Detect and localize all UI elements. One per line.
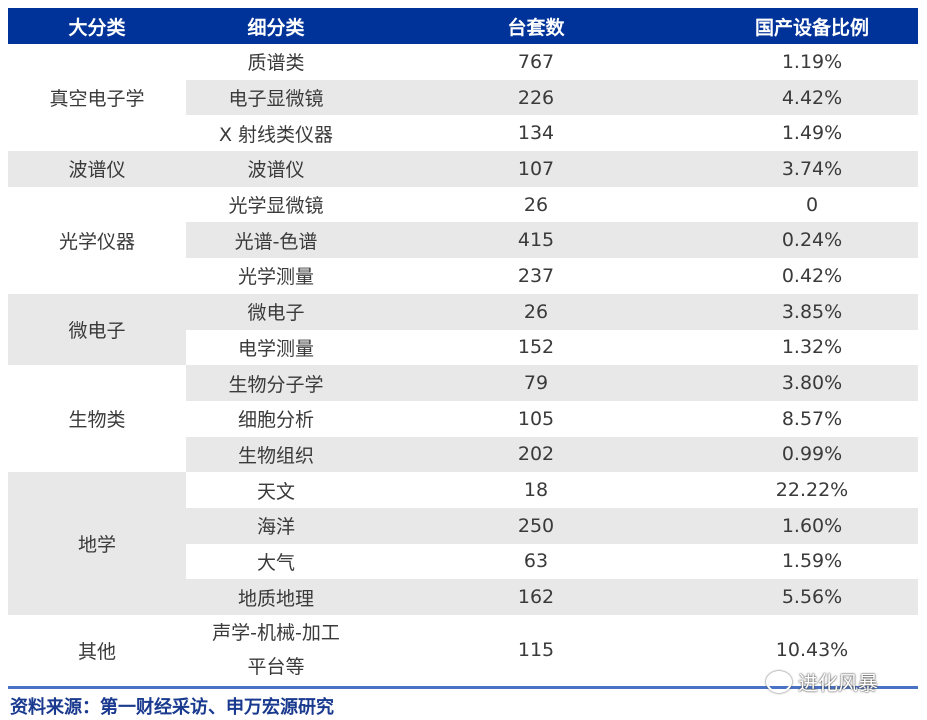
ratio-cell: 3.80%	[706, 365, 918, 401]
count-cell: 767	[517, 50, 555, 73]
count-cell: 63	[523, 550, 549, 573]
table-row: 电学测量 152 1.32%	[8, 330, 918, 366]
category-cell: 其他	[77, 640, 116, 663]
subcategory-cell: 天文	[256, 480, 295, 503]
table-row: 大气 63 1.59%	[8, 544, 918, 580]
ratio-cell: 1.49%	[781, 122, 843, 145]
table-row: 地质地理 162 5.56%	[8, 579, 918, 615]
ratio-cell: 1.19%	[781, 50, 843, 73]
count-cell: 18	[523, 479, 549, 502]
subcategory-cell: 生物分子学	[186, 365, 366, 401]
category-cell: 光学仪器	[58, 230, 135, 253]
table-row: 生物类 生物分子学 79 3.80%	[8, 365, 918, 431]
ratio-cell: 1.32%	[781, 336, 843, 359]
subcategory-cell: 光谱-色谱	[186, 222, 366, 259]
subcategory-cell: X 射线类仪器	[218, 123, 334, 146]
count-cell: 115	[517, 639, 555, 661]
subcategory-cell: 波谱仪	[186, 151, 366, 187]
table-row: 真空电子学 质谱类 767 1.19%	[8, 44, 918, 110]
category-cell: 真空电子学	[49, 88, 145, 111]
count-cell: 237	[517, 264, 555, 287]
count-cell: 107	[366, 151, 706, 187]
subcategory-cell: 光学显微镜	[228, 195, 324, 218]
count-cell: 152	[517, 336, 555, 359]
header-category: 大分类	[8, 8, 186, 44]
category-cell: 生物类	[68, 409, 126, 432]
subcategory-cell: 地质地理	[186, 579, 366, 615]
table-row: 光学仪器 光学显微镜 26 0	[8, 187, 918, 253]
ratio-cell: 10.43%	[775, 639, 849, 661]
count-cell: 202	[366, 436, 706, 473]
table-row: 其他 声学-机械-加工 平台等 115 10.43%	[8, 615, 918, 685]
header-row: 大分类 细分类 台套数 国产设备比例	[8, 8, 918, 44]
ratio-cell: 8.57%	[781, 407, 843, 430]
ratio-cell: 1.60%	[706, 507, 918, 544]
ratio-cell: 5.56%	[706, 579, 918, 615]
subcategory-cell: 声学-机械-加工 平台等	[212, 622, 340, 678]
ratio-cell: 1.59%	[781, 550, 843, 573]
table-row: 光学测量 237 0.42%	[8, 258, 918, 294]
wechat-icon	[766, 670, 792, 693]
footer-divider	[8, 686, 918, 689]
table-row: 电子显微镜 226 4.42%	[8, 79, 918, 116]
ratio-cell: 0	[805, 193, 819, 216]
ratio-cell: 0.42%	[781, 264, 843, 287]
subcategory-cell: 微电子	[186, 293, 366, 330]
count-cell: 415	[366, 222, 706, 259]
table-row: 微电子 微电子 26 3.85%	[8, 293, 918, 366]
header-subcategory: 细分类	[186, 8, 366, 44]
instrument-table: 大分类 细分类 台套数 国产设备比例 真空电子学 质谱类 767 1.19% 电子显微镜…	[8, 8, 918, 685]
table-row: 地学 天文 18 22.22%	[8, 472, 918, 615]
table-row: 波谱仪 波谱仪 107 3.74%	[8, 151, 918, 187]
ratio-cell: 3.74%	[706, 151, 918, 187]
watermark-text: 进化风暴	[798, 671, 878, 695]
watermark: 进化风暴	[766, 667, 878, 696]
subcategory-cell: 生物组织	[186, 436, 366, 473]
ratio-cell: 4.42%	[706, 79, 918, 116]
ratio-cell: 0.24%	[706, 222, 918, 259]
subcategory-cell: 光学测量	[237, 266, 314, 289]
count-cell: 162	[366, 579, 706, 615]
table-row: 海洋 250 1.60%	[8, 507, 918, 544]
count-cell: 26	[366, 293, 706, 330]
ratio-cell: 3.85%	[706, 293, 918, 330]
subcategory-cell: 电学测量	[237, 337, 314, 360]
header-domestic-ratio: 国产设备比例	[706, 8, 918, 44]
count-cell: 26	[523, 193, 549, 216]
source-note: 资料来源：第一财经采访、申万宏源研究	[10, 697, 334, 718]
count-cell: 79	[366, 365, 706, 401]
count-cell: 226	[366, 79, 706, 116]
category-cell: 地学	[8, 472, 186, 615]
table-row: 光谱-色谱 415 0.24%	[8, 222, 918, 259]
subcategory-cell: 海洋	[186, 507, 366, 544]
table-row: X 射线类仪器 134 1.49%	[8, 115, 918, 151]
subcategory-cell: 质谱类	[247, 52, 305, 75]
subcategory-cell: 电子显微镜	[186, 79, 366, 116]
category-cell: 波谱仪	[8, 151, 186, 187]
header-count: 台套数	[366, 8, 706, 44]
count-cell: 105	[517, 407, 555, 430]
count-cell: 250	[366, 507, 706, 544]
count-cell: 134	[517, 122, 555, 145]
ratio-cell: 22.22%	[775, 479, 849, 502]
subcategory-cell: 大气	[256, 551, 295, 574]
ratio-cell: 0.99%	[706, 436, 918, 473]
category-cell: 微电子	[8, 293, 186, 366]
table-row: 生物组织 202 0.99%	[8, 436, 918, 473]
subcategory-cell: 细胞分析	[237, 409, 314, 432]
table-row: 细胞分析 105 8.57%	[8, 401, 918, 437]
